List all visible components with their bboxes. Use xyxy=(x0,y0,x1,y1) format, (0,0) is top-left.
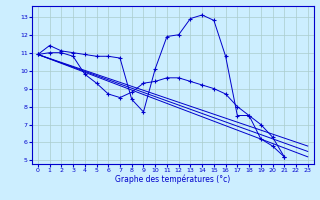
X-axis label: Graphe des températures (°c): Graphe des températures (°c) xyxy=(115,175,230,184)
